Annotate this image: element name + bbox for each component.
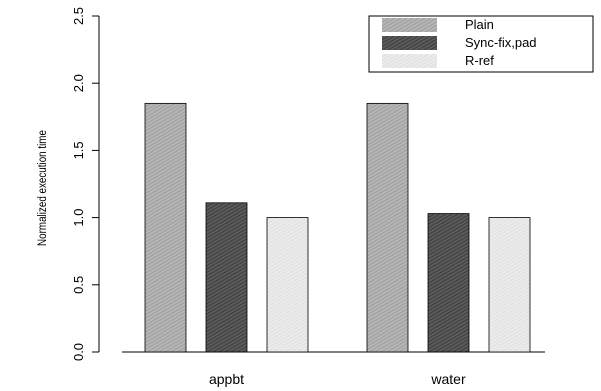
y-tick-label: 2.5 [71, 7, 86, 25]
legend-label: Sync-fix,pad [465, 35, 537, 50]
bar [266, 217, 309, 353]
legend-swatch [382, 54, 437, 68]
y-tick-label: 0.5 [71, 276, 86, 294]
bars [144, 102, 531, 353]
y-tick-label: 0.0 [71, 343, 86, 361]
y-tick-label: 2.0 [71, 74, 86, 92]
y-axis: 0.0 0.5 1.0 1.5 2.0 2.5 [71, 7, 100, 361]
bar [144, 102, 187, 353]
legend-swatch [382, 18, 437, 32]
y-tick-label: 1.5 [71, 141, 86, 159]
bar [205, 202, 248, 353]
x-tick-labels: appbt water [209, 371, 466, 387]
x-tick-label: appbt [209, 371, 244, 387]
bar [488, 217, 531, 353]
bar [427, 213, 470, 353]
legend-label: R-ref [465, 53, 494, 68]
legend-swatch [382, 36, 437, 50]
bar [366, 102, 409, 353]
legend: Plain Sync-fix,pad R-ref [368, 15, 594, 73]
legend-label: Plain [465, 17, 494, 32]
x-tick-label: water [430, 371, 466, 387]
y-tick-label: 1.0 [71, 209, 86, 227]
y-axis-label: Normalized execution time [36, 130, 49, 246]
